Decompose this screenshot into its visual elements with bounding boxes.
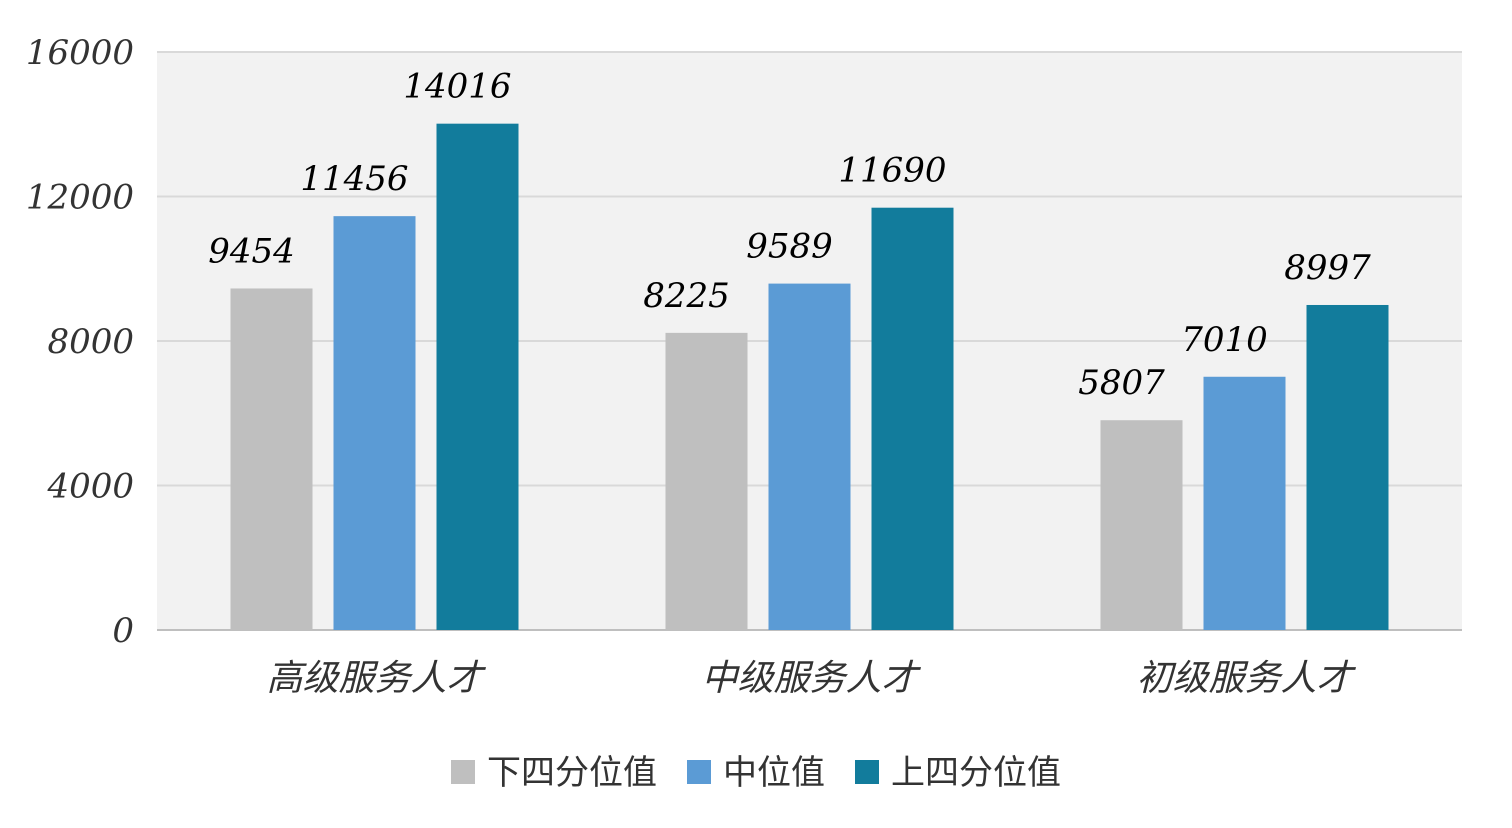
bar — [1306, 304, 1389, 630]
legend-swatch — [687, 760, 711, 784]
bar — [436, 123, 519, 630]
legend-swatch — [451, 760, 475, 784]
y-tick-label: 16000 — [26, 33, 134, 73]
bar — [665, 332, 748, 630]
bar — [1203, 376, 1286, 630]
legend-label: 中位值 — [723, 753, 825, 793]
data-label: 8997 — [1284, 248, 1371, 288]
data-label: 9454 — [208, 231, 295, 271]
x-category-label: 初级服务人才 — [1136, 658, 1356, 699]
bars — [230, 123, 1389, 631]
data-label: 9589 — [746, 227, 833, 267]
y-tick-label: 4000 — [46, 467, 134, 507]
bar — [768, 283, 851, 630]
data-label: 5807 — [1078, 363, 1165, 403]
data-label: 14016 — [403, 67, 511, 107]
bar — [1100, 420, 1183, 630]
legend: 下四分位值 中位值 上四分位值 — [451, 753, 1061, 793]
data-label: 7010 — [1181, 320, 1268, 360]
bar — [230, 288, 313, 630]
y-tick-label: 0 — [112, 611, 134, 651]
y-tick-label: 12000 — [26, 178, 134, 218]
legend-swatch — [855, 760, 879, 784]
bar — [333, 216, 416, 631]
x-category-label: 高级服务人才 — [266, 658, 486, 699]
legend-label: 上四分位值 — [891, 753, 1061, 793]
x-category-label: 中级服务人才 — [701, 658, 921, 699]
y-axis-ticks: 0 4000 8000 12000 16000 — [26, 33, 134, 651]
data-label: 11456 — [300, 159, 408, 199]
y-tick-label: 8000 — [47, 322, 134, 362]
x-axis-categories: 高级服务人才 中级服务人才 初级服务人才 — [266, 658, 1356, 699]
legend-label: 下四分位值 — [487, 753, 657, 793]
data-label: 11690 — [838, 151, 946, 191]
bar — [871, 207, 954, 631]
data-label: 8225 — [643, 276, 730, 316]
